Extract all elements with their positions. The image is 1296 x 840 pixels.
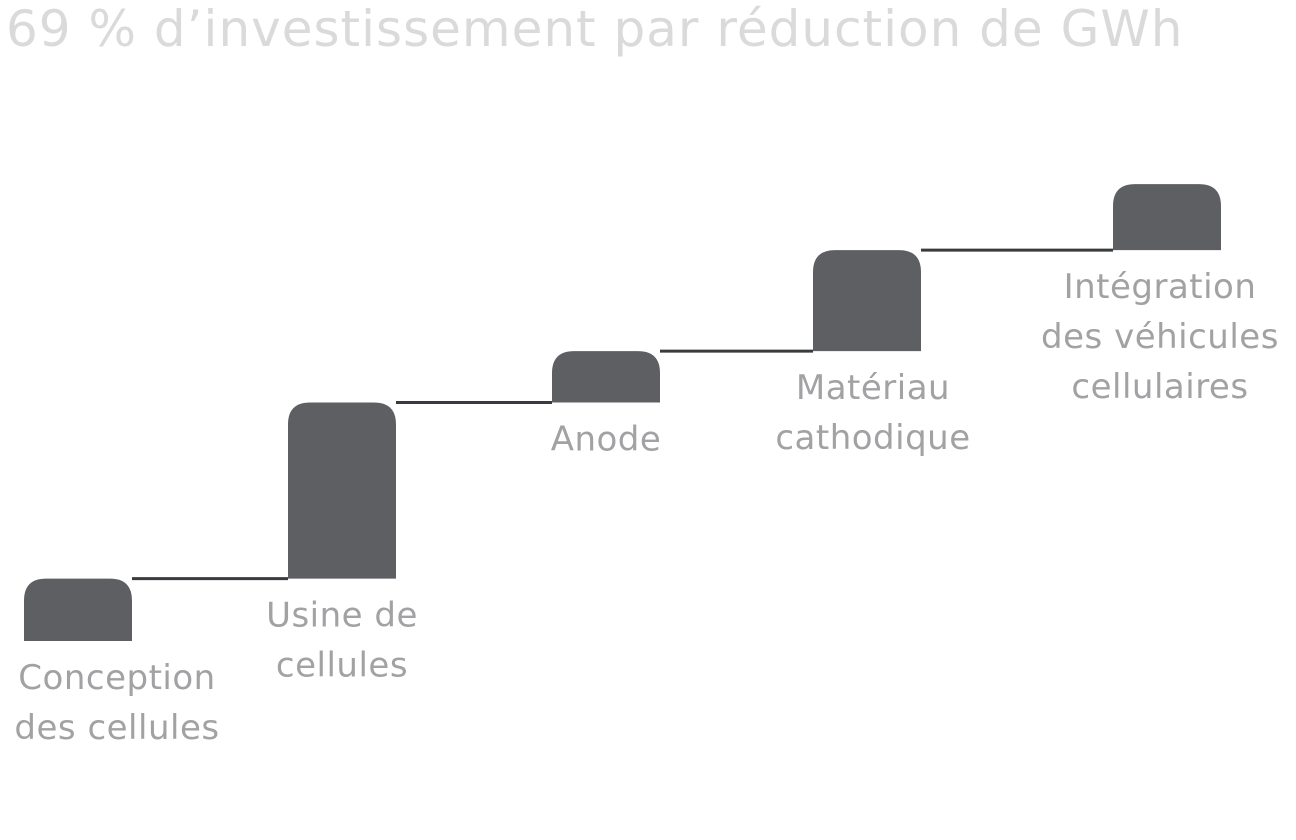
label-group: Conception des cellules Usine de cellules An… [14, 267, 1279, 748]
waterfall-bar [1113, 184, 1221, 251]
category-label-line: cellulaires [1071, 367, 1248, 407]
category-label: Anode [551, 419, 662, 459]
waterfall-bar [288, 402, 396, 579]
category-label: Usine de cellules [266, 596, 418, 686]
category-label-line: cathodique [775, 418, 970, 458]
category-label-line: des véhicules [1041, 317, 1279, 357]
waterfall-bar [552, 351, 660, 403]
category-label-line: Anode [551, 419, 662, 459]
waterfall-bar [813, 250, 921, 352]
bar-group [24, 184, 1221, 641]
category-label-line: Intégration [1064, 267, 1257, 307]
category-label-line: cellules [276, 646, 408, 686]
category-label: Matériau cathodique [775, 368, 970, 458]
category-label: Conception des cellules [14, 658, 219, 748]
waterfall-bar [24, 578, 132, 641]
category-label: Intégration des véhicules cellulaires [1041, 267, 1279, 407]
category-label-line: Conception [18, 658, 215, 698]
chart-title: 69 % d’investissement par réduction de G… [6, 0, 1184, 58]
category-label-line: Usine de [266, 596, 418, 636]
category-label-line: des cellules [14, 708, 219, 748]
category-label-line: Matériau [796, 368, 950, 408]
connector-group [132, 248, 1113, 581]
